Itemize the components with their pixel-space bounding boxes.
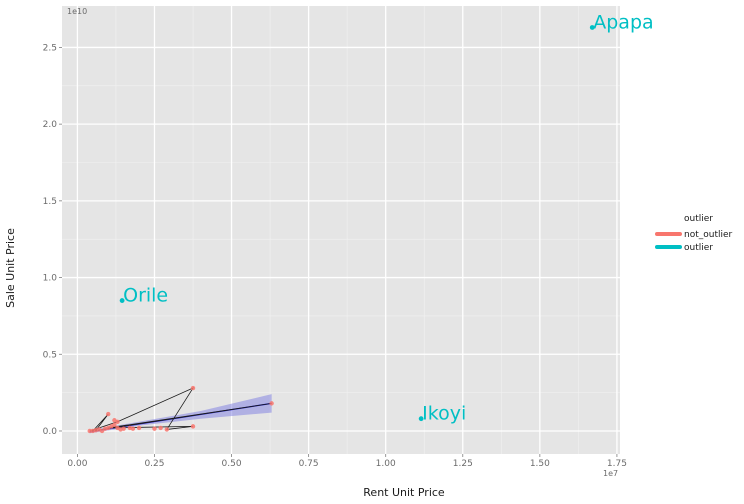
outlier-label: Apapa xyxy=(593,11,653,33)
point-not-outlier xyxy=(136,425,142,431)
point-not-outlier xyxy=(87,428,92,434)
point-not-outlier xyxy=(152,426,157,431)
y-tick-label: 2.5 xyxy=(43,43,57,53)
point-not-outlier xyxy=(269,401,274,406)
y-tick-label: 1.0 xyxy=(43,274,58,284)
point-not-outlier xyxy=(190,424,196,429)
point-not-outlier xyxy=(115,419,120,424)
connecting-path xyxy=(89,387,272,432)
outlier-label: Orile xyxy=(123,285,168,307)
y-tick-label: 2.0 xyxy=(43,120,58,130)
y-tick-label: 0.0 xyxy=(43,427,58,437)
outlier-label: Ikoyi xyxy=(422,403,466,425)
point-not-outlier xyxy=(121,426,126,431)
legend: outlier not_outlier outlier xyxy=(655,214,733,253)
x-tick-layer: 0.00 0.25 0.50 0.75 1.00 1.25 1.50 1.75 xyxy=(67,454,627,469)
x-axis-label: Rent Unit Price xyxy=(363,486,445,499)
point-not-outlier xyxy=(106,411,111,417)
point-outlier xyxy=(589,25,595,30)
point-not-outlier xyxy=(190,385,196,391)
connecting-path-layer xyxy=(89,387,272,432)
x-exponent-label: 1e7 xyxy=(603,469,618,478)
x-tick-label: 0.25 xyxy=(144,459,164,469)
point-layer xyxy=(87,25,595,434)
y-tick-label: 0.5 xyxy=(43,350,57,360)
outlier-label-layer: Orile Ikoyi Apapa xyxy=(123,11,654,424)
x-tick-label: 0.50 xyxy=(222,459,242,469)
point-not-outlier xyxy=(130,426,136,431)
y-exponent-label: 1e10 xyxy=(67,7,87,16)
point-not-outlier xyxy=(99,428,105,434)
x-tick-label: 1.00 xyxy=(376,459,396,469)
plot-panel xyxy=(62,6,620,454)
legend-title: outlier xyxy=(684,214,713,224)
legend-label-outlier: outlier xyxy=(684,243,713,253)
x-tick-label: 1.50 xyxy=(530,459,550,469)
y-tick-layer: 0.0 0.5 1.0 1.5 2.0 2.5 xyxy=(43,43,62,437)
point-not-outlier xyxy=(158,425,163,431)
x-tick-label: 0.00 xyxy=(67,459,87,469)
y-axis-label: Sale Unit Price xyxy=(4,228,17,308)
x-tick-label: 0.75 xyxy=(299,459,319,469)
y-tick-label: 1.5 xyxy=(43,197,57,207)
point-not-outlier xyxy=(112,422,117,428)
point-outlier xyxy=(418,416,424,422)
major-grid xyxy=(62,6,620,454)
point-not-outlier xyxy=(164,427,170,432)
point-outlier xyxy=(119,298,125,303)
x-tick-label: 1.75 xyxy=(607,459,627,469)
legend-label-not-outlier: not_outlier xyxy=(684,230,733,240)
x-tick-label: 1.25 xyxy=(453,459,473,469)
